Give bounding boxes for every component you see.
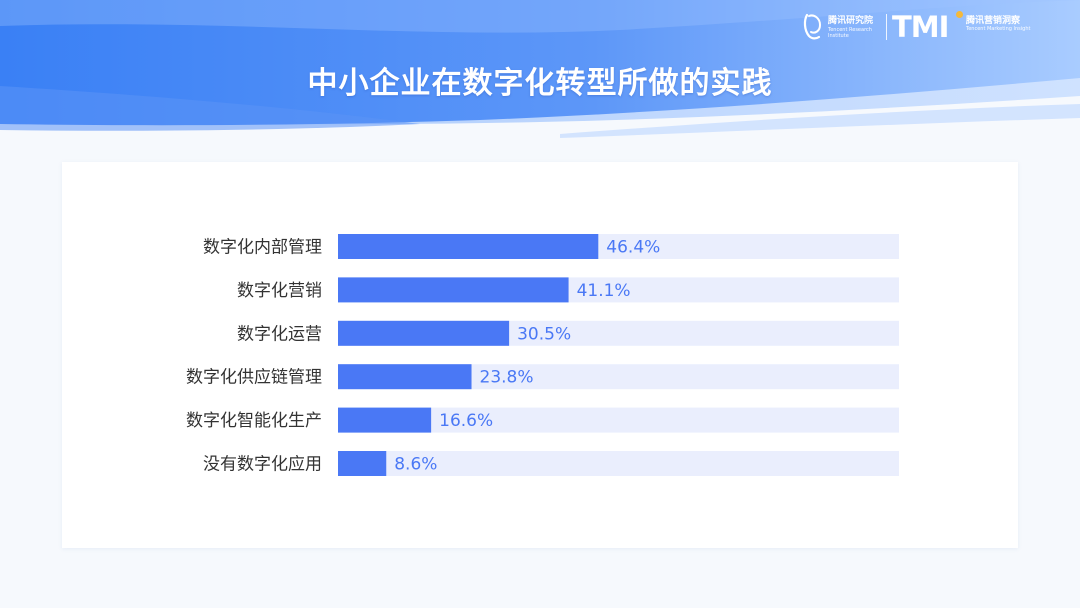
bar-row: 数字化运营 30.5% — [237, 320, 899, 346]
bar-row: 数字化智能化生产 16.6% — [186, 407, 899, 433]
bar-row: 数字化内部管理 46.4% — [203, 234, 899, 259]
logo-divider — [886, 14, 887, 40]
tmi-name-cn: 腾讯营销洞察 — [966, 16, 1021, 26]
value-label: 16.6% — [439, 411, 493, 431]
bar-chart: 数字化内部管理 46.4% 数字化营销 41.1% 数字化运营 30.5% 数字化供应链管理… — [186, 234, 899, 476]
chart-card: 数字化内部管理 46.4% 数字化营销 41.1% 数字化运营 30.5% 数字化供应链管理… — [62, 162, 1018, 548]
category-label: 数字化供应链管理 — [186, 368, 322, 388]
tmi-name-en: Tencent Marketing Insight — [966, 26, 1031, 32]
tmi-logo: TMI 腾讯营销洞察 Tencent Marketing Insight — [890, 10, 1060, 44]
category-label: 数字化运营 — [237, 324, 322, 344]
value-label: 41.1% — [577, 281, 631, 301]
bar-row: 数字化供应链管理 23.8% — [186, 364, 899, 390]
category-label: 数字化营销 — [237, 281, 322, 301]
bar-track — [338, 407, 899, 433]
header-wave-graphic — [0, 0, 1080, 138]
value-label: 23.8% — [480, 368, 534, 388]
bar — [338, 451, 387, 476]
bar — [338, 234, 599, 259]
category-label: 数字化智能化生产 — [186, 411, 322, 431]
page-title: 中小企业在数字化转型所做的实践 — [307, 66, 773, 101]
header-banner — [0, 0, 1080, 150]
bar — [338, 364, 472, 390]
bar-row: 没有数字化应用 8.6% — [203, 451, 899, 476]
value-label: 46.4% — [606, 238, 660, 258]
tencent-research-mark-icon — [803, 13, 822, 40]
bar — [338, 277, 569, 303]
bar — [338, 320, 510, 346]
category-label: 数字化内部管理 — [203, 238, 322, 258]
bar-row: 数字化营销 41.1% — [237, 277, 899, 303]
category-label: 没有数字化应用 — [203, 455, 322, 475]
bar-track — [338, 451, 899, 476]
value-label: 30.5% — [517, 324, 571, 344]
bar — [338, 407, 432, 433]
value-label: 8.6% — [394, 455, 437, 475]
tencent-research-name-en: Tencent Research Institute — [828, 27, 872, 39]
tmi-dot-icon — [956, 11, 963, 18]
tencent-research-name-cn: 腾讯研究院 — [828, 16, 874, 26]
logo-group: 腾讯研究院 Tencent Research Institute TMI 腾讯营… — [800, 10, 1060, 44]
tencent-research-logo: 腾讯研究院 Tencent Research Institute — [800, 10, 884, 44]
tmi-wordmark: TMI — [892, 10, 949, 44]
